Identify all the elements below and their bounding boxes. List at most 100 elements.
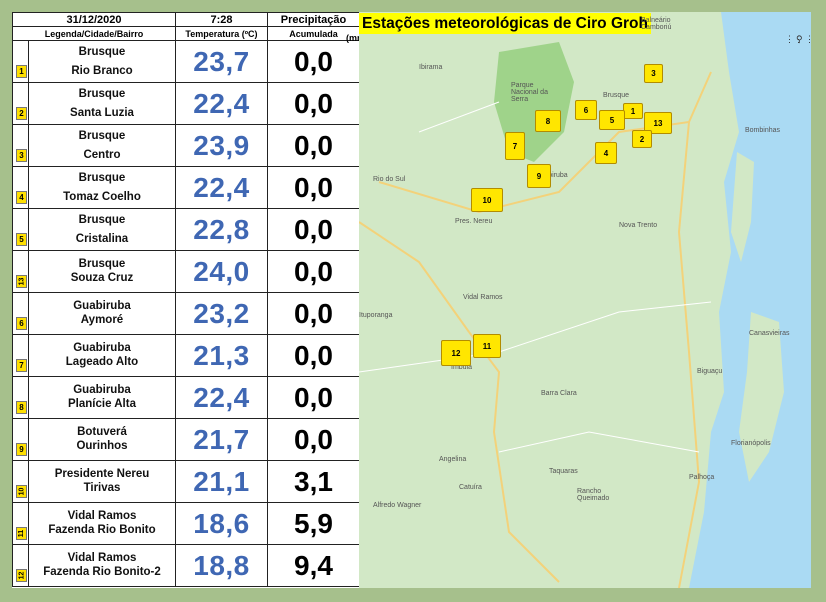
precipitation-value: 0,0 [267, 208, 360, 251]
legend-cell: 3 [12, 124, 29, 167]
location-cell: Brusque Tomaz Coelho [28, 166, 176, 209]
place-label: Canasvieiras [749, 330, 790, 337]
station-badge: 1 [16, 65, 27, 78]
station-badge: 13 [16, 275, 27, 288]
place-label: Florianópolis [731, 440, 771, 447]
legend-cell: 1 [12, 40, 29, 83]
place-label: Catuíra [459, 484, 482, 491]
legend-cell: 11 [12, 502, 29, 545]
district-name: Santa Luzia [70, 106, 134, 119]
city-name: Guabiruba [73, 342, 131, 354]
station-marker-4[interactable]: 4 [595, 142, 617, 164]
station-badge: 9 [16, 443, 27, 456]
precipitation-value: 0,0 [267, 292, 360, 335]
district-name: Aymoré [80, 314, 124, 326]
station-marker-8[interactable]: 8 [535, 110, 561, 132]
precipitation-value: 3,1 [267, 460, 360, 503]
station-table: 31/12/2020 7:28 Precipitação Legenda/Cid… [12, 12, 360, 587]
station-row: 4 Brusque Tomaz Coelho 22,4 0,0 [12, 166, 360, 209]
precipitation-value: 0,0 [267, 418, 360, 461]
location-cell: Guabiruba Lageado Alto [28, 334, 176, 377]
city-name: Brusque [78, 213, 126, 226]
place-label: Rancho Queimado [577, 488, 610, 502]
place-label: Alfredo Wagner [373, 502, 422, 509]
city-name: Vidal Ramos [67, 552, 137, 564]
precipitation-value: 9,4 [267, 544, 360, 587]
temperature-value: 22,4 [175, 166, 268, 209]
place-label: Brusque [603, 92, 630, 99]
station-row: 9 Botuverá Ourinhos 21,7 0,0 [12, 418, 360, 461]
legend-cell: 12 [12, 544, 29, 587]
temperature-value: 22,4 [175, 82, 268, 125]
city-name: Guabiruba [73, 384, 131, 396]
station-row: 5 Brusque Cristalina 22,8 0,0 [12, 208, 360, 251]
precipitation-value: 0,0 [267, 40, 360, 83]
station-badge: 7 [16, 359, 27, 372]
station-badge: 11 [16, 527, 27, 540]
location-cell: Brusque Centro [28, 124, 176, 167]
station-marker-7[interactable]: 7 [505, 132, 525, 160]
station-marker-1[interactable]: 1 [623, 103, 643, 119]
pin-icon[interactable]: ⚲ [796, 34, 803, 44]
district-name: Tirivas [83, 482, 121, 494]
grid-icon[interactable]: ⋮⋮ [785, 34, 803, 44]
station-row: 3 Brusque Centro 23,9 0,0 [12, 124, 360, 167]
station-row: 11 Vidal Ramos Fazenda Rio Bonito 18,6 5,9 [12, 502, 360, 545]
legend-cell: 9 [12, 418, 29, 461]
map-background [359, 12, 811, 588]
district-name: Fazenda Rio Bonito-2 [43, 566, 161, 578]
station-badge: 3 [16, 149, 27, 162]
station-marker-6[interactable]: 6 [575, 100, 597, 120]
legend-cell: 6 [12, 292, 29, 335]
station-row: 6 Guabiruba Aymoré 23,2 0,0 [12, 292, 360, 335]
temperature-value: 23,7 [175, 40, 268, 83]
station-badge: 12 [16, 569, 27, 582]
station-marker-13[interactable]: 13 [644, 112, 672, 134]
legend-cell: 8 [12, 376, 29, 419]
location-cell: Guabiruba Planície Alta [28, 376, 176, 419]
station-badge: 5 [16, 233, 27, 246]
temperature-value: 21,7 [175, 418, 268, 461]
city-name: Brusque [78, 87, 126, 100]
place-label: Palhoça [689, 474, 715, 481]
location-cell: Guabiruba Aymoré [28, 292, 176, 335]
map-view[interactable]: Estações meteorológicas de Ciro Groh ⋮⋮ … [359, 12, 811, 588]
legend-cell: 2 [12, 82, 29, 125]
legend-cell: 5 [12, 208, 29, 251]
city-name: Brusque [78, 258, 126, 270]
place-label: Angelina [439, 456, 467, 463]
location-cell: Presidente Nereu Tirivas [28, 460, 176, 503]
station-marker-3[interactable]: 3 [644, 64, 663, 83]
temperature-value: 21,1 [175, 460, 268, 503]
place-label: Biguaçu [697, 368, 723, 375]
station-marker-10[interactable]: 10 [471, 188, 503, 212]
station-marker-12[interactable]: 12 [441, 340, 471, 366]
place-label: Bombinhas [745, 127, 781, 134]
temperature-value: 21,3 [175, 334, 268, 377]
more-icon[interactable]: ⋮ [805, 34, 811, 44]
district-name: Souza Cruz [70, 272, 134, 284]
place-label: Balneário Camboriú [641, 17, 672, 31]
station-marker-2[interactable]: 2 [632, 130, 652, 148]
city-name: Brusque [78, 45, 126, 58]
precipitation-value: 0,0 [267, 166, 360, 209]
station-row: 8 Guabiruba Planície Alta 22,4 0,0 [12, 376, 360, 419]
district-name: Cristalina [75, 232, 129, 245]
place-label: Parque Nacional da Serra [511, 82, 548, 103]
city-name: Guabiruba [73, 300, 131, 312]
place-label: Imbuia [451, 364, 473, 371]
station-marker-5[interactable]: 5 [599, 110, 625, 130]
district-name: Lageado Alto [65, 356, 139, 368]
station-table-panel: 31/12/2020 7:28 Precipitação Legenda/Cid… [12, 12, 368, 588]
city-name: Brusque [78, 129, 126, 142]
place-label: Pres. Nereu [455, 218, 493, 225]
map-title: Estações meteorológicas de Ciro Groh [359, 13, 651, 34]
location-cell: Brusque Rio Branco [28, 40, 176, 83]
station-row: 2 Brusque Santa Luzia 22,4 0,0 [12, 82, 360, 125]
station-marker-11[interactable]: 11 [473, 334, 501, 358]
city-name: Vidal Ramos [67, 510, 137, 522]
station-marker-9[interactable]: 9 [527, 164, 551, 188]
precipitation-value: 0,0 [267, 124, 360, 167]
city-name: Botuverá [77, 426, 127, 438]
precipitation-value: 5,9 [267, 502, 360, 545]
